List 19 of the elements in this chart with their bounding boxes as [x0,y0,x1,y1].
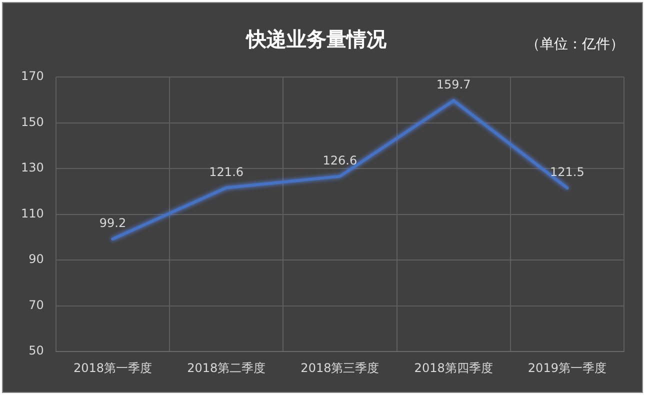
y-tick-label: 90 [28,252,44,266]
y-tick-label: 110 [21,206,44,220]
y-tick-label: 130 [21,160,44,175]
data-label: 126.6 [322,153,358,168]
data-label: 99.2 [99,216,126,230]
x-tick-label: 2018第一季度 [73,360,152,375]
y-tick-label: 170 [21,69,44,84]
x-tick-label: 2018第二季度 [187,360,266,375]
x-tick-label: 2018第三季度 [300,360,380,375]
data-label: 159.7 [436,78,471,92]
y-tick-label: 150 [21,114,44,129]
chart-title: 快递业务量情况 [244,27,388,52]
data-label: 121.5 [550,165,584,180]
x-tick-label: 2018第四季度 [414,360,493,375]
chart-subtitle: （单位：亿件） [526,36,624,53]
data-label: 121.6 [209,164,244,179]
x-tick-label: 2019第一季度 [528,360,606,375]
y-tick-label: 70 [28,298,44,312]
y-tick-label: 50 [28,344,44,358]
